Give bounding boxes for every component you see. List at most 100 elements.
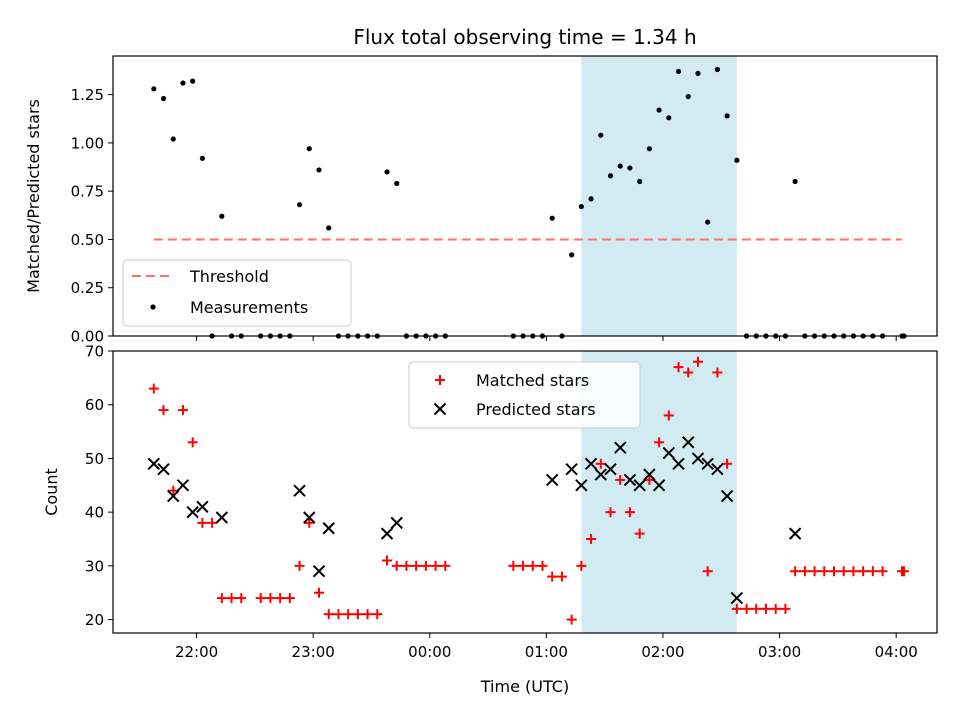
matched-star-point <box>556 571 567 582</box>
matched-star-point <box>314 587 324 598</box>
x-tick-label: 23:00 <box>292 643 335 661</box>
predicted-star-point <box>730 591 744 605</box>
bottom-legend: Matched stars Predicted stars <box>408 361 641 429</box>
matched-star-point <box>537 560 548 571</box>
predicted-star-point <box>565 462 578 476</box>
matched-star-point <box>809 566 820 577</box>
top-legend: Threshold Measurements <box>122 259 352 327</box>
measurement-point <box>734 157 740 163</box>
measurement-point <box>306 146 312 152</box>
x-marker-b <box>167 489 180 503</box>
legend-predicted-label: Predicted stars <box>476 400 596 419</box>
matched-star-point <box>440 560 451 571</box>
matched-star-point <box>722 458 733 469</box>
matched-star-point <box>731 603 742 614</box>
matched-star-point <box>343 609 354 620</box>
x-marker-b <box>623 473 637 487</box>
x-marker-b <box>546 473 559 487</box>
matched-star-point <box>624 507 635 518</box>
measurement-point <box>569 252 575 258</box>
matched-star-point <box>294 560 305 571</box>
matched-star-point <box>712 367 723 378</box>
predicted-star-point <box>380 527 394 540</box>
matched-star-point <box>362 609 373 620</box>
matched-star-point <box>673 362 684 373</box>
matched-star-point <box>858 566 869 577</box>
measurement-point <box>316 167 322 173</box>
predicted-star-point <box>711 462 724 476</box>
measurement-point <box>705 219 711 225</box>
x-marker-b <box>691 452 705 465</box>
matched-star-point <box>197 517 208 528</box>
predicted-star-point <box>196 500 209 513</box>
matched-star-point <box>177 405 188 416</box>
matched-star-point <box>527 560 538 571</box>
predicted-star-point <box>604 462 617 476</box>
measurement-point <box>170 136 176 142</box>
x-marker-b <box>682 436 695 449</box>
matched-star-point <box>158 405 169 416</box>
x-marker-b <box>604 462 617 476</box>
measurement-point <box>675 68 682 75</box>
top-panel: 0.00 0.25 0.50 0.75 1.00 1.25 Flux total obse… <box>24 25 938 346</box>
bottom-x-ticks: 22:00 23:00 00:00 01:00 02:00 03:00 04:00 <box>175 633 918 661</box>
x-marker-b <box>711 462 724 476</box>
top-highlight-span <box>581 56 737 336</box>
matched-star-point <box>518 560 529 571</box>
measurement-point <box>326 225 332 231</box>
predicted-star-point <box>176 479 190 492</box>
bottom-y-tick-label: 40 <box>85 504 104 522</box>
predicted-star-point <box>682 436 695 449</box>
matched-star-point <box>595 458 606 469</box>
x-tick-label: 02:00 <box>641 643 684 661</box>
x-marker-b <box>147 457 161 471</box>
x-marker-b <box>186 505 199 519</box>
legend-matched-label: Matched stars <box>476 371 589 390</box>
matched-star-point <box>586 534 597 544</box>
measurement-point <box>598 132 604 138</box>
measurement-point <box>666 115 672 121</box>
x-marker-b <box>643 468 656 481</box>
x-marker-b <box>614 441 627 454</box>
predicted-star-point <box>691 452 705 465</box>
bottom-y-tick-label: 50 <box>85 450 104 468</box>
x-marker-b <box>196 500 209 513</box>
top-y-tick-label: 1.25 <box>71 86 104 104</box>
predicted-star-point <box>652 479 666 492</box>
x-marker-b <box>322 522 335 535</box>
predicted-star-point <box>662 446 676 460</box>
matched-star-point <box>654 437 665 448</box>
matched-star-point <box>877 566 888 577</box>
matched-star-point <box>799 566 810 577</box>
x-marker-b <box>312 565 326 578</box>
x-marker-b <box>293 484 306 497</box>
matched-star-point <box>615 474 626 485</box>
predicted-star-points <box>147 436 802 605</box>
predicted-star-point <box>788 527 802 540</box>
x-marker-b <box>730 591 744 605</box>
matched-star-point <box>236 593 247 604</box>
matched-star-point <box>372 609 383 620</box>
predicted-star-point <box>575 479 588 492</box>
predicted-star-point <box>167 489 180 503</box>
x-marker-b <box>594 468 607 481</box>
top-y-tick-label: 0.25 <box>71 279 104 297</box>
measurement-point <box>627 165 633 171</box>
x-marker-b <box>390 516 403 530</box>
x-marker-b <box>672 457 685 471</box>
x-marker-b <box>633 479 646 492</box>
measurement-point <box>394 180 400 187</box>
x-axis-label: Time (UTC) <box>480 677 569 696</box>
measurement-point <box>646 146 652 152</box>
measurement-point <box>637 178 643 185</box>
measurement-point <box>724 113 730 119</box>
measurement-point <box>199 155 205 161</box>
measurement-point <box>384 169 390 175</box>
matched-star-point <box>430 560 441 571</box>
top-legend-box <box>122 259 352 327</box>
matched-star-point <box>207 517 218 528</box>
matched-star-point <box>216 593 227 604</box>
matched-star-point <box>702 566 713 577</box>
legend-threshold-label: Threshold <box>189 267 269 286</box>
